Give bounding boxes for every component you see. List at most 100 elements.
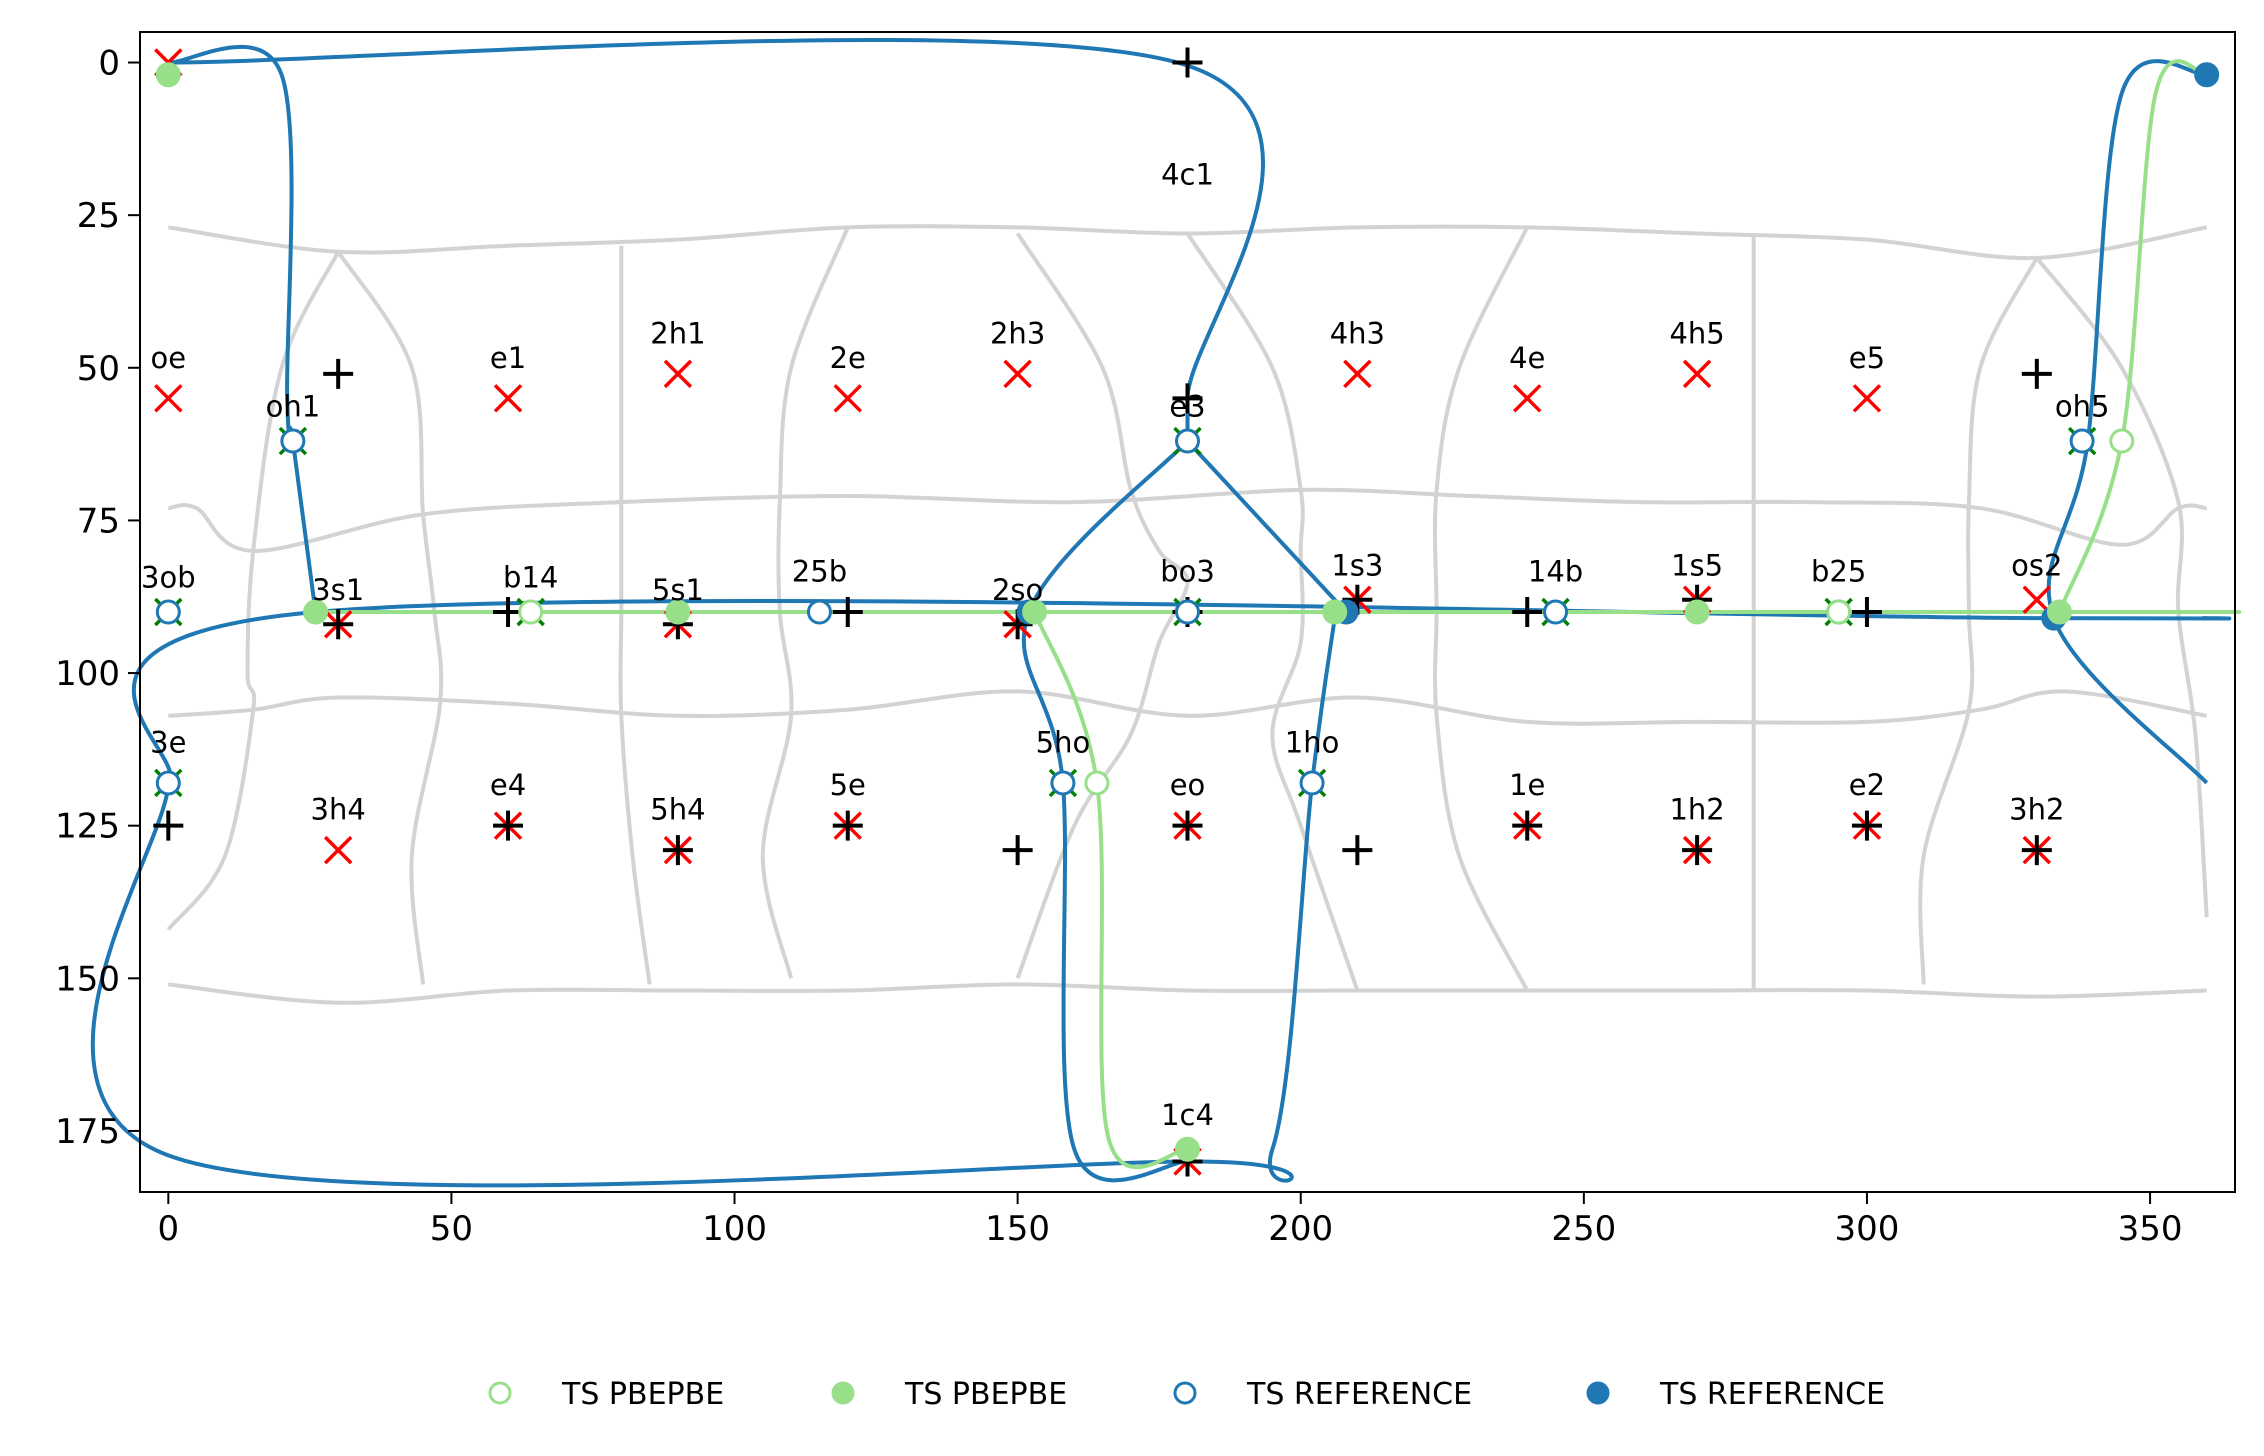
point-label: 3s1 [312, 573, 364, 607]
point-label: b14 [503, 561, 558, 595]
point-label: 25b [792, 554, 847, 588]
plus-marker [1342, 835, 1373, 866]
cell-line [168, 689, 2208, 726]
plus-marker [1682, 835, 1713, 866]
pbepbe-filled-marker [1175, 1136, 1200, 1162]
point-label: os2 [2011, 548, 2062, 582]
red-x-marker [1682, 359, 1712, 389]
reference-open-marker [155, 599, 181, 625]
series-markers [153, 47, 2220, 1177]
reference-open-marker [155, 770, 181, 796]
legend-label: TS REFERENCE [1246, 1377, 1472, 1412]
pbepbe-filled-marker [1684, 599, 1710, 625]
red-x-marker [663, 359, 693, 389]
point-label: e3 [1169, 390, 1205, 424]
plus-marker [1512, 810, 1543, 841]
point-label: oe [151, 341, 187, 375]
plot-frame [139, 31, 2236, 1193]
plus-marker [1512, 597, 1543, 627]
point-label: 1s5 [1671, 548, 1723, 582]
point-label: 5ho [1036, 725, 1091, 759]
legend-marker-filled [831, 1381, 855, 1405]
plus-marker [493, 810, 524, 841]
pbepbe-filled-marker [155, 62, 181, 88]
y-tick-label: 175 [55, 1112, 120, 1152]
point-labels: 4c1 oe e1 2h1 2e 2h3 4h3 4e 4h5 e5 oh1 e3 oh5 3ob 3s1 b… [141, 158, 2109, 1132]
cell-line [166, 250, 340, 931]
point-label: 1s3 [1331, 548, 1383, 582]
x-tick-label: 0 [157, 1209, 179, 1249]
plus-marker [2021, 358, 2052, 389]
pbepbe-open-marker [1084, 770, 1110, 796]
y-tick-label: 75 [77, 501, 120, 541]
y-tick-label: 0 [98, 44, 120, 84]
plus-marker [1851, 597, 1882, 627]
reference-open-marker [1050, 770, 1076, 796]
point-label: 2h1 [650, 316, 705, 350]
legend-marker-open [1173, 1381, 1197, 1405]
point-label: e4 [490, 768, 526, 802]
point-label: 1c4 [1161, 1098, 1214, 1132]
point-label: 5e [830, 768, 866, 802]
cell-line [168, 487, 2207, 553]
cell-line [168, 982, 2207, 1005]
cell-line [1015, 232, 1190, 980]
plus-marker [323, 609, 354, 640]
pbepbe-path-segment [1032, 611, 1188, 1170]
point-label: 1ho [1285, 725, 1340, 759]
x-tick-label: 300 [1835, 1209, 1900, 1249]
red-x-marker [1852, 384, 1882, 413]
point-label: 4h5 [1669, 316, 1724, 350]
point-label: 5h4 [650, 793, 705, 827]
red-x-marker [1343, 359, 1372, 389]
pbepbe-open-marker [2109, 428, 2135, 454]
legend-label: TS REFERENCE [1659, 1377, 1885, 1412]
red-x-marker [154, 384, 183, 413]
plus-marker [2021, 835, 2052, 866]
y-tick-label: 125 [55, 807, 120, 847]
red-x-marker [1003, 359, 1032, 389]
pbepbe-filled-marker [1022, 599, 1048, 625]
plus-marker [1002, 835, 1033, 866]
reference-open-marker [806, 599, 832, 625]
red-x-marker [833, 384, 863, 413]
point-label: 4c1 [1161, 158, 1214, 192]
reference-open-marker [2069, 428, 2095, 454]
plus-marker [832, 810, 863, 841]
pbepbe-filled-marker [303, 599, 329, 625]
point-label: oh1 [266, 390, 321, 424]
reference-open-marker [1175, 599, 1200, 625]
point-label: 14b [1528, 554, 1583, 588]
legend-label: TS PBEPBE [904, 1377, 1067, 1412]
point-label: 3ob [141, 561, 196, 595]
point-label: oh5 [2055, 390, 2110, 424]
reference-filled-marker [2194, 62, 2220, 88]
red-x-marker [1512, 384, 1542, 413]
point-label: 2so [992, 573, 1043, 607]
plus-marker [153, 810, 184, 841]
reference-open-marker [1543, 599, 1569, 625]
pbepbe-filled-marker [1322, 599, 1348, 625]
plus-marker [832, 597, 863, 627]
y-tick-label: 25 [77, 196, 120, 236]
plus-marker [1851, 810, 1882, 841]
point-label: 3h2 [2009, 793, 2064, 827]
x-tick-label: 350 [2118, 1209, 2183, 1249]
point-label: e1 [490, 341, 526, 375]
plus-marker [1172, 383, 1203, 414]
red-x-marker [323, 835, 353, 865]
pbepbe-open-marker [518, 599, 544, 625]
reference-open-marker [1299, 770, 1325, 796]
x-tick-label: 100 [702, 1209, 767, 1249]
point-label: eo [1170, 768, 1206, 802]
point-label: bo3 [1160, 554, 1215, 588]
legend-marker-open [488, 1381, 512, 1405]
pbepbe-filled-marker [665, 599, 691, 625]
plus-marker [1172, 47, 1203, 78]
point-label: 3e [150, 725, 186, 759]
pbepbe-path-segment [2057, 59, 2208, 613]
point-label: 1h2 [1669, 793, 1724, 827]
plus-marker [662, 835, 693, 866]
y-axis: 0 25 50 75 100 125 150 175 [55, 44, 140, 1152]
point-label: 2h3 [990, 316, 1045, 350]
